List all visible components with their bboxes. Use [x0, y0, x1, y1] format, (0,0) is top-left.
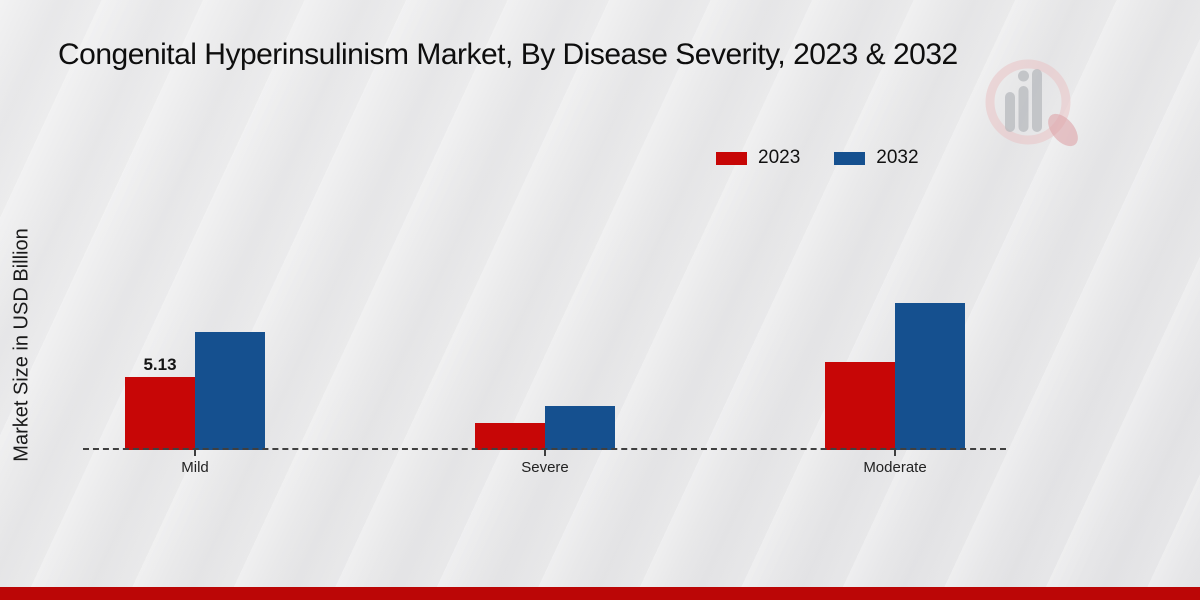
chart-title: Congenital Hyperinsulinism Market, By Di…	[58, 38, 958, 71]
legend-item-2023: 2023	[716, 147, 800, 169]
legend-label-2032: 2032	[876, 147, 919, 168]
category-label-moderate: Moderate	[863, 459, 927, 476]
category-label-mild: Mild	[181, 459, 209, 476]
bar-2032-moderate	[895, 303, 965, 450]
y-axis-label: Market Size in USD Billion	[10, 228, 33, 462]
x-axis-tick-severe	[544, 450, 546, 456]
bar-2032-mild	[195, 332, 265, 450]
bar-2023-moderate	[825, 362, 895, 450]
bar-2023-mild	[125, 377, 195, 450]
legend-label-2023: 2023	[758, 147, 801, 168]
legend: 2023 2032	[716, 147, 919, 169]
value-label-2023-mild: 5.13	[143, 355, 177, 374]
magnifier-bar-chart-logo-watermark	[985, 59, 1078, 147]
x-axis-baseline	[83, 448, 1006, 450]
x-axis-tick-moderate	[894, 450, 896, 456]
footer-accent-bar	[0, 587, 1200, 600]
legend-swatch-2023	[716, 151, 747, 165]
x-axis-tick-mild	[194, 450, 196, 456]
bar-2023-severe	[475, 423, 545, 450]
legend-item-2032: 2032	[834, 147, 919, 169]
bar-2032-severe	[545, 406, 615, 450]
category-label-severe: Severe	[521, 459, 569, 476]
legend-swatch-2032	[834, 151, 866, 165]
